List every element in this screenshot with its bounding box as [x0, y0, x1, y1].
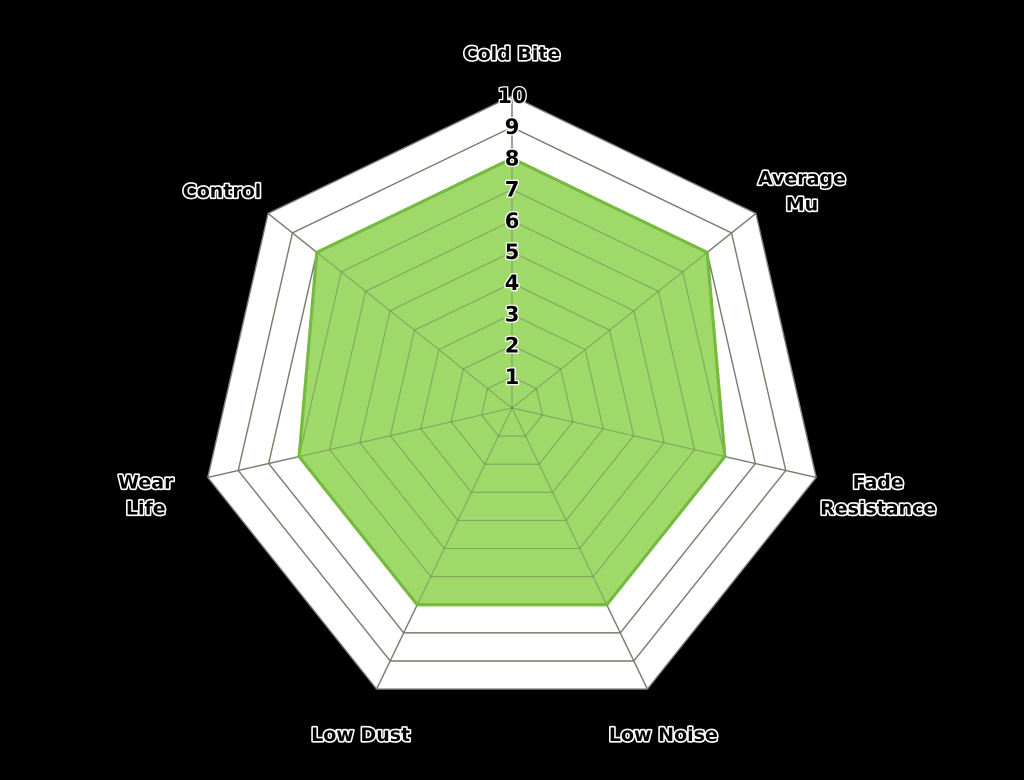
series-group: [207, 96, 817, 690]
grid-spoke-overlay-1: [511, 213, 757, 409]
radial-tick-label-2: 2: [505, 334, 520, 358]
axis-labels-group: Cold Bite Average Mu Fade Resistance Low Nois…: [117, 41, 938, 747]
grid-spoke-overlay-3: [511, 407, 648, 690]
radial-tick-label-5: 5: [505, 240, 520, 264]
radial-tick-label-1: 1: [505, 365, 520, 389]
grid-ring-overlay-4: [389, 282, 635, 522]
axis-label-line: Resistance: [820, 497, 936, 519]
grid-ring-overlay-5: [359, 251, 665, 550]
axis-label-line: Wear: [118, 471, 174, 493]
grid-spoke-overlay-4: [376, 407, 513, 690]
axis-label-line: Life: [126, 497, 166, 519]
grid-ring-overlay-3: [420, 313, 604, 493]
axis-label-control: Control: [183, 180, 262, 202]
axis-label-line: Fade: [853, 471, 904, 493]
grid-spoke-overlay-6: [267, 213, 513, 409]
axis-label-line: Average: [758, 167, 846, 189]
axis-label-wear-life: Wear Life: [118, 471, 174, 519]
radial-tick-label-9: 9: [505, 115, 520, 139]
radial-tick-label-6: 6: [505, 209, 520, 233]
axis-label-low-dust: Low Dust: [311, 724, 410, 746]
axis-label-average-mu: Average Mu: [758, 167, 846, 215]
tick-labels-group: 1 2 3 4 5 6 7 8 9 10: [496, 83, 528, 390]
grid-ring-overlay-6: [328, 220, 696, 578]
grid-ring-overlay-1: [480, 376, 544, 437]
grid-ring-overlay-8: [268, 157, 756, 634]
radial-tick-label-10: 10: [497, 84, 526, 108]
radial-tick-label-3: 3: [505, 302, 520, 326]
grid-ring-overlay-9: [237, 126, 787, 662]
axis-label-line: Control: [183, 180, 262, 202]
axis-label-fade-resistance: Fade Resistance: [820, 471, 936, 519]
axis-label-line: Low Dust: [311, 724, 410, 746]
axis-label-line: Low Noise: [609, 724, 718, 746]
axis-label-line: Cold Bite: [464, 43, 561, 65]
axis-label-low-noise: Low Noise: [609, 724, 718, 746]
grid-spoke-overlay-5: [207, 407, 513, 479]
grid-ring-overlay-2: [450, 345, 574, 465]
axis-label-line: Mu: [786, 193, 818, 215]
radial-tick-label-8: 8: [505, 146, 520, 170]
radial-tick-label-7: 7: [505, 178, 520, 202]
radial-tick-label-4: 4: [505, 271, 520, 295]
grid-spoke-overlay-2: [511, 407, 817, 479]
axis-label-cold-bite: Cold Bite: [464, 43, 561, 65]
series-polygon-edge: [297, 156, 727, 607]
